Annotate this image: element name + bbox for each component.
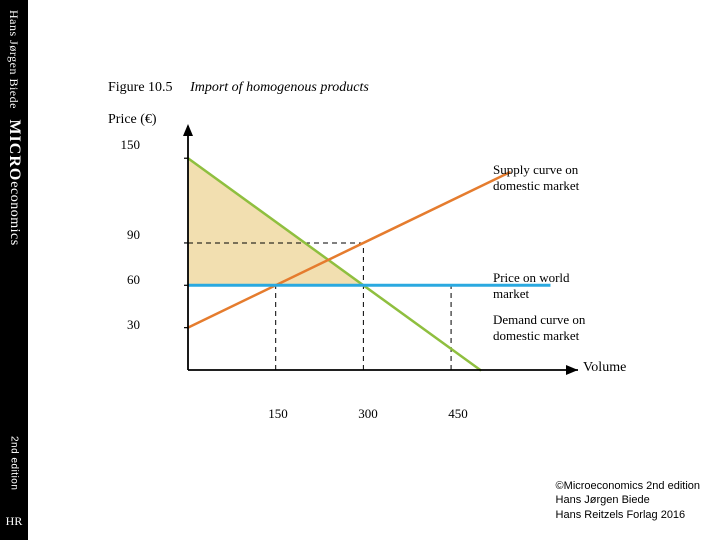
figure-number: Figure 10.5 — [108, 80, 173, 95]
content-area: Figure 10.5 Import of homogenous product… — [28, 0, 720, 540]
sidebar: Hans Jørgen Biede MICROeconomics 2nd edi… — [0, 0, 28, 540]
ytick-60: 60 — [127, 272, 140, 288]
xtick-150: 150 — [268, 406, 288, 422]
world-price-label: Price on world market — [493, 270, 588, 303]
credit-line-2: Hans Jørgen Biede — [556, 493, 700, 507]
figure-caption: Figure 10.5 Import of homogenous product… — [108, 80, 369, 96]
ytick-30: 30 — [127, 317, 140, 333]
ytick-90: 90 — [127, 227, 140, 243]
credit-line-3: Hans Reitzels Forlag 2016 — [556, 508, 700, 522]
economics-chart: 150 90 60 30 150 300 450 Volume Supply c… — [148, 120, 588, 400]
sidebar-author: Hans Jørgen Biede — [7, 10, 21, 109]
page: Hans Jørgen Biede MICROeconomics 2nd edi… — [0, 0, 720, 540]
sidebar-title-rest: economics — [7, 181, 22, 245]
xtick-450: 450 — [448, 406, 468, 422]
credits: ©Microeconomics 2nd edition Hans Jørgen … — [556, 479, 700, 522]
sidebar-title-strong: MICRO — [6, 119, 23, 181]
x-axis-label: Volume — [583, 360, 626, 376]
sidebar-edition: 2nd edition — [9, 436, 20, 490]
xtick-300: 300 — [358, 406, 378, 422]
supply-label: Supply curve ondomestic market — [493, 162, 579, 195]
demand-label: Demand curve ondomestic market — [493, 312, 585, 345]
ytick-150: 150 — [121, 137, 141, 153]
publisher-logo: H͏R — [4, 514, 24, 532]
sidebar-title: Hans Jørgen Biede MICROeconomics — [5, 10, 23, 246]
credit-line-1: ©Microeconomics 2nd edition — [556, 479, 700, 493]
figure-title: Import of homogenous products — [190, 80, 369, 95]
